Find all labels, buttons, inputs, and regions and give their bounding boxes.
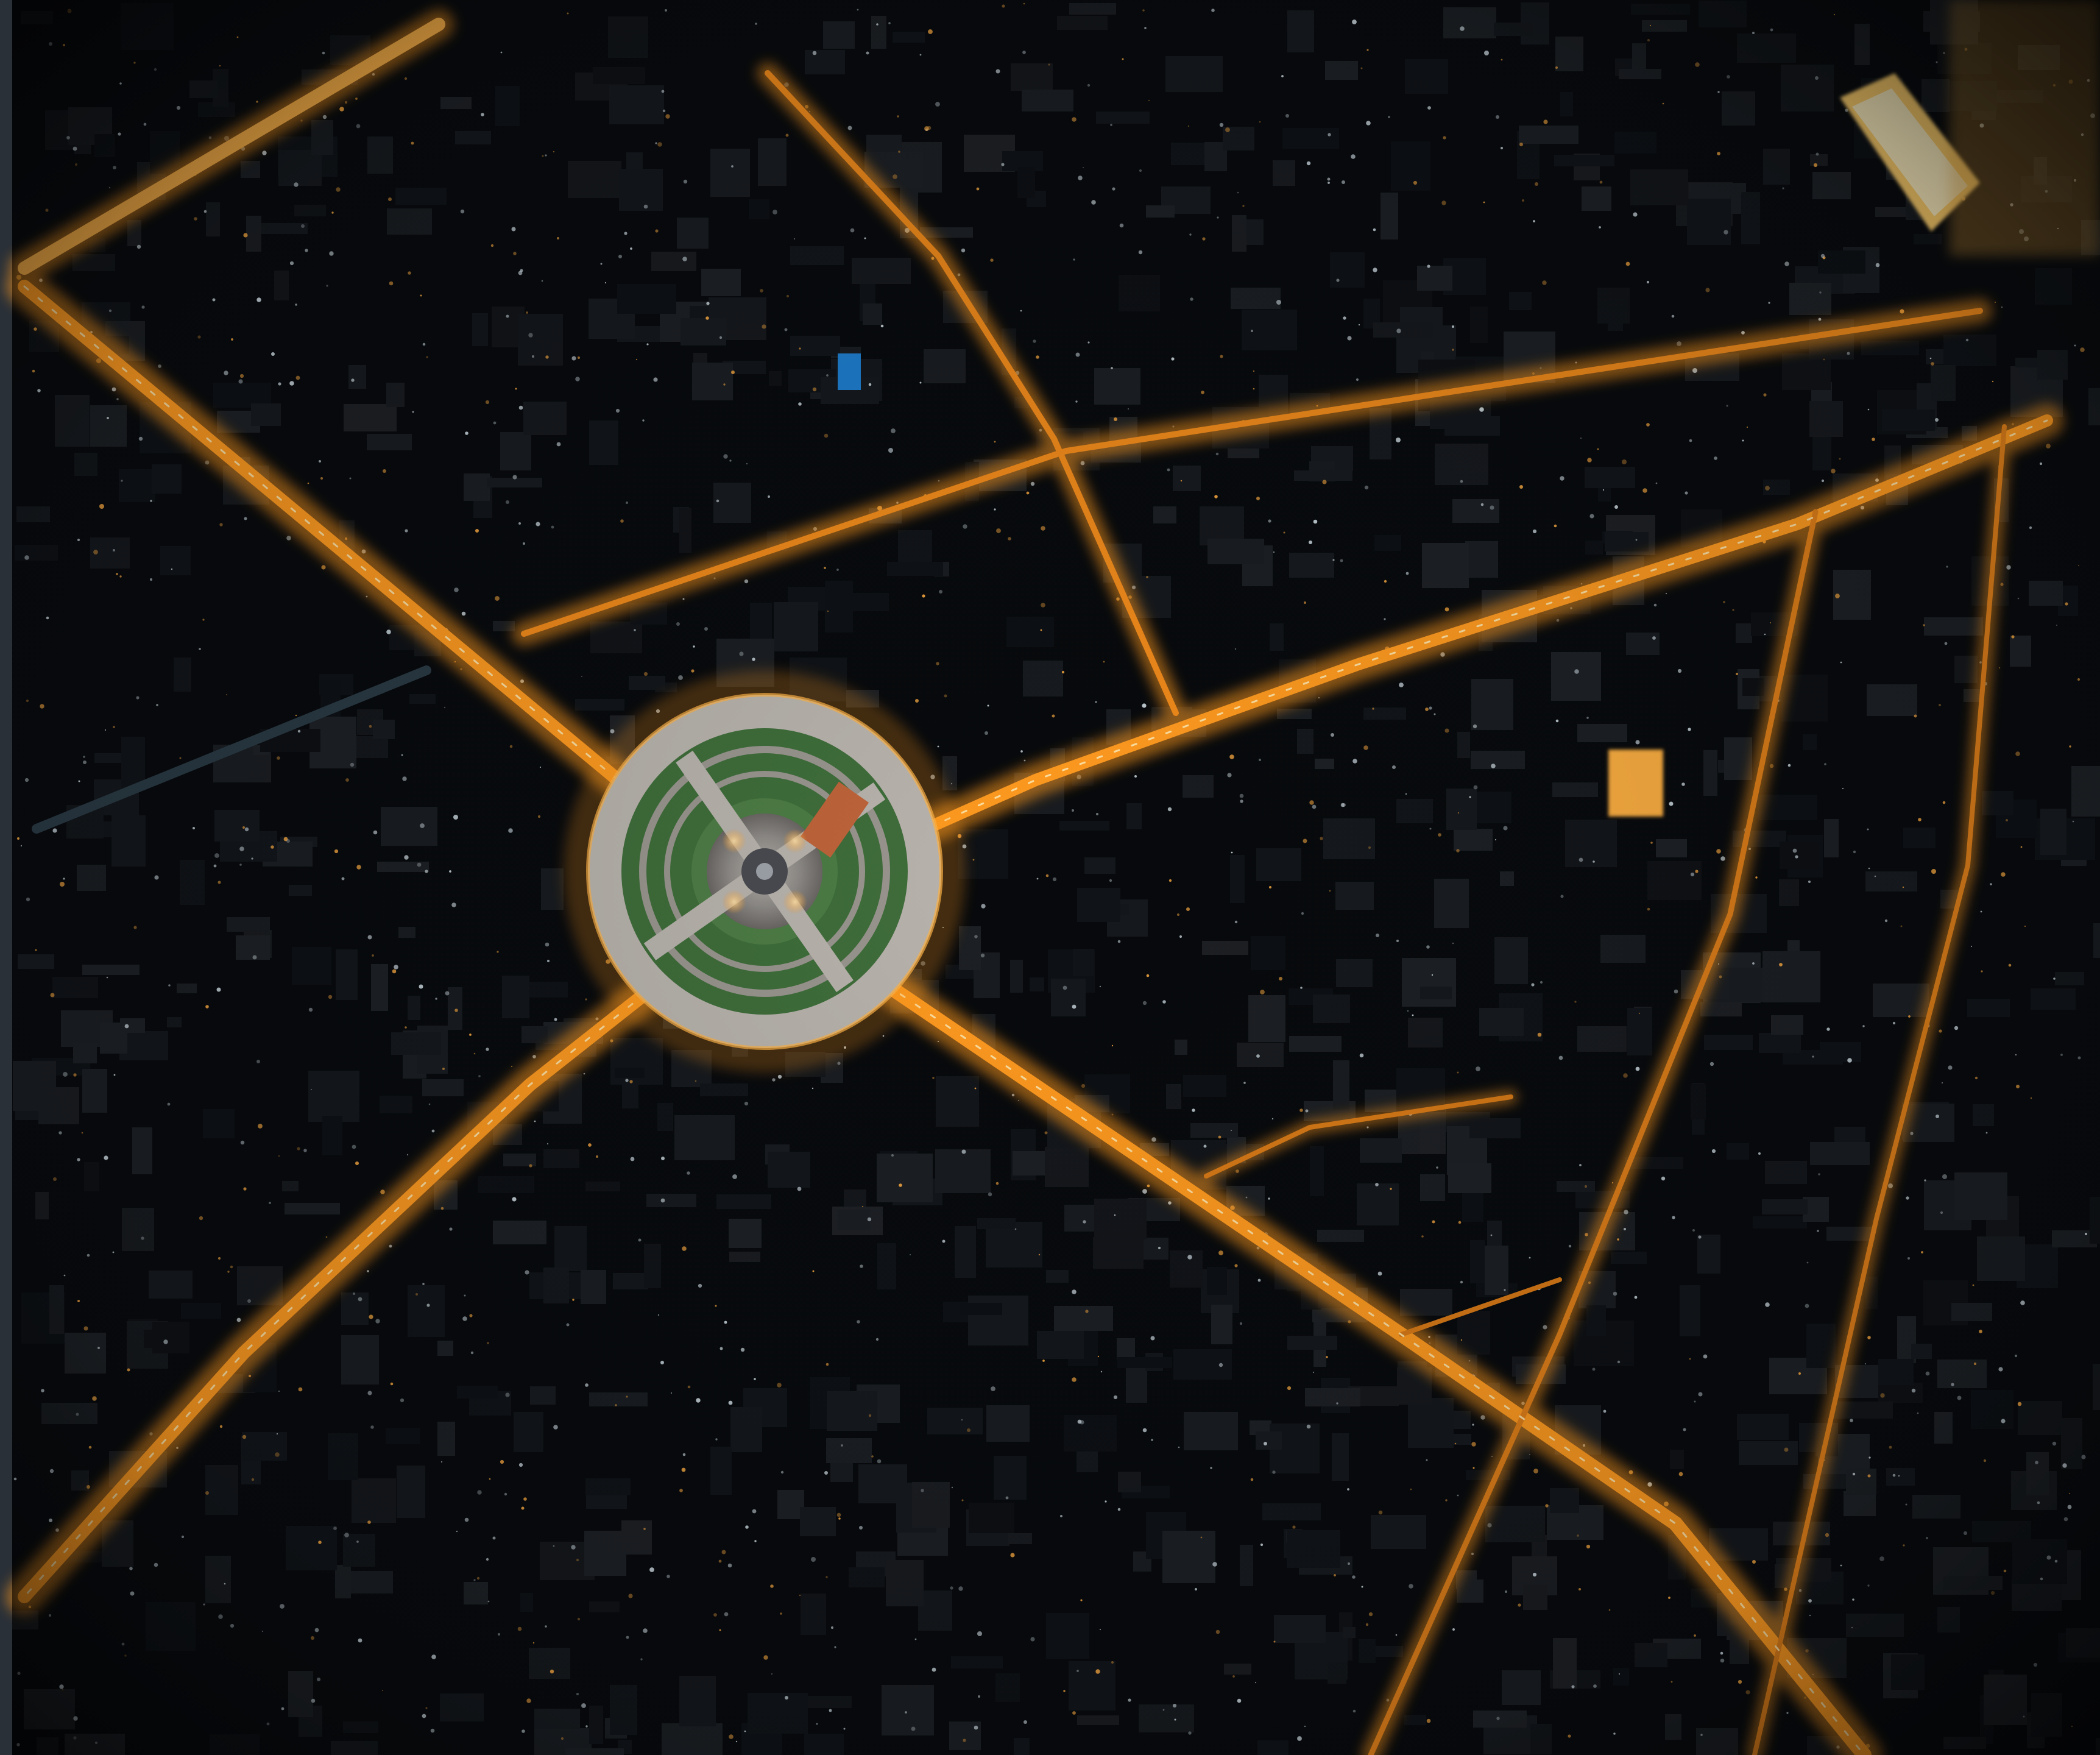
vignette — [12, 0, 2100, 1755]
frame-edge — [0, 0, 12, 1755]
